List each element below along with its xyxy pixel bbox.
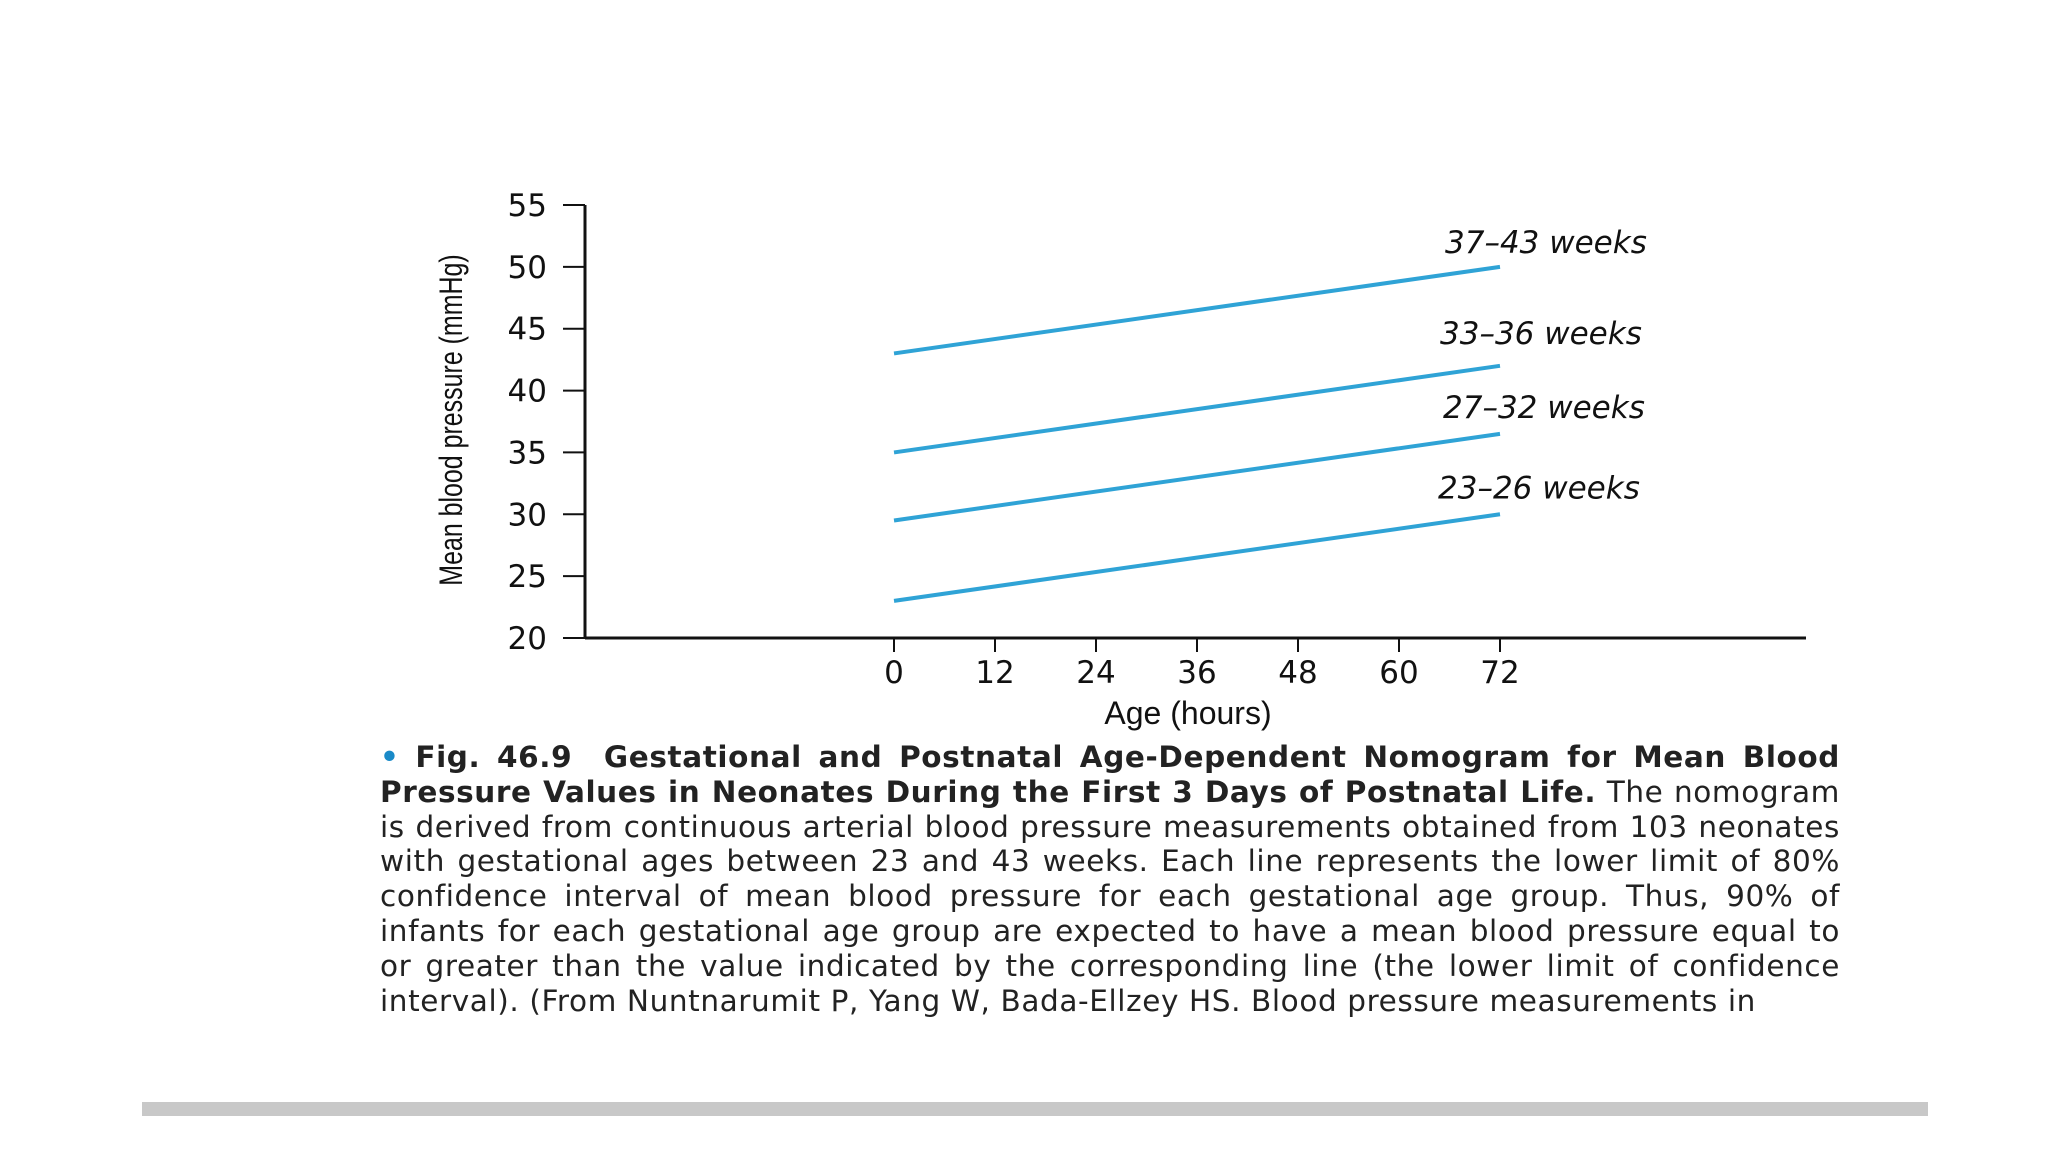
axes [583, 205, 1806, 640]
x-tick-label: 36 [1177, 655, 1216, 691]
series-label: 23–26 weeks [1438, 470, 1640, 506]
series-label: 33–36 weeks [1440, 316, 1642, 352]
y-tick-label: 55 [508, 188, 547, 224]
series-label: 27–32 weeks [1443, 390, 1645, 426]
y-tick-label: 50 [508, 250, 547, 286]
y-tick-label: 20 [508, 621, 547, 657]
y-tick-label: 40 [508, 374, 547, 410]
y-tick-label: 30 [508, 497, 547, 533]
x-axis-title: Age (hours) [1104, 695, 1271, 731]
x-tick-label: 24 [1076, 655, 1115, 691]
y-tick-label: 45 [508, 312, 547, 348]
x-tick-label: 60 [1379, 655, 1418, 691]
y-tick-label: 35 [508, 435, 547, 471]
caption-body: The nomogram is derived from continuous … [380, 774, 1840, 1018]
nomogram-chart: 20 25 30 35 40 45 50 55 0 12 24 36 48 60 72 37–43 wee… [434, 188, 1806, 731]
series-line [893, 431, 1501, 523]
x-tick-label: 48 [1278, 655, 1317, 691]
series-line [893, 512, 1501, 603]
series-line [893, 363, 1501, 455]
scrollbar-track [142, 1102, 1928, 1116]
series-lines [893, 264, 1501, 603]
x-tick-label: 12 [975, 655, 1014, 691]
caption-bullet: • [380, 740, 400, 774]
y-ticks: 20 25 30 35 40 45 50 55 [508, 188, 585, 657]
x-tick-label: 0 [884, 655, 904, 691]
y-axis-title: Mean blood pressure (mmHg) [434, 254, 470, 585]
x-ticks: 0 12 24 36 48 60 72 [884, 638, 1520, 691]
series-labels: 37–43 weeks 33–36 weeks 27–32 weeks 23–26 w… [1438, 225, 1647, 506]
chart-area: 20 25 30 35 40 45 50 55 0 12 24 36 48 60 72 37–43 wee… [434, 188, 1806, 731]
figure-caption: • Fig. 46.9 Gestational and Postnatal Ag… [380, 740, 1840, 1088]
series-label: 37–43 weeks [1445, 225, 1647, 261]
figure-title: Gestational and Postnatal Age-Dependent … [380, 740, 1840, 809]
x-tick-label: 72 [1480, 655, 1519, 691]
figure-label: Fig. 46.9 [415, 740, 573, 774]
series-line [893, 264, 1501, 356]
y-tick-label: 25 [508, 559, 547, 595]
